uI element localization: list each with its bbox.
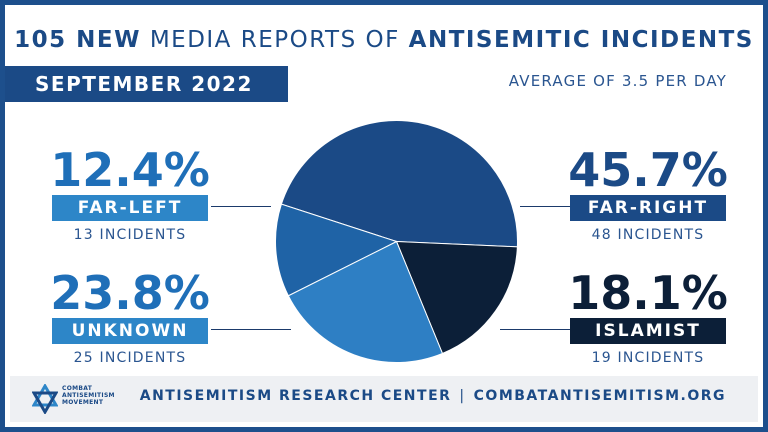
pie-slice-far-left — [275, 203, 398, 297]
logo-line-1: COMBAT — [62, 385, 93, 392]
leader-line-islamist — [500, 329, 570, 330]
headline: 105 NEW MEDIA REPORTS OF ANTISEMITIC INC… — [5, 27, 763, 53]
unknown-label: UNKNOWN — [52, 318, 208, 344]
islamist-percent: 18.1% — [568, 266, 728, 320]
headline-topic: ANTISEMITIC INCIDENTS — [408, 27, 754, 53]
far-right-label: FAR-RIGHT — [570, 195, 726, 221]
star-of-david-icon — [32, 384, 58, 414]
stat-far-left: 12.4% FAR-LEFT 13 INCIDENTS — [50, 145, 210, 243]
far-right-incidents: 48 INCIDENTS — [591, 227, 705, 243]
logo-line-3: MOVEMENT — [62, 399, 104, 406]
stat-islamist: 18.1% ISLAMIST 19 INCIDENTS — [568, 268, 728, 366]
headline-middle: MEDIA REPORTS OF — [149, 27, 400, 53]
pie-slice-unknown — [287, 240, 444, 363]
leader-line-unknown — [211, 329, 291, 330]
stat-unknown: 23.8% UNKNOWN 25 INCIDENTS — [50, 268, 210, 366]
far-left-incidents: 13 INCIDENTS — [73, 227, 187, 243]
footer-website-link[interactable]: COMBATANTISEMITISM.ORG — [473, 388, 726, 404]
stat-far-right: 45.7% FAR-RIGHT 48 INCIDENTS — [568, 145, 728, 243]
month-banner: SEPTEMBER 2022 — [5, 66, 288, 102]
headline-count: 105 NEW — [14, 27, 141, 53]
far-left-label: FAR-LEFT — [52, 195, 208, 221]
pie-slice-islamist — [395, 240, 518, 355]
unknown-incidents: 25 INCIDENTS — [73, 350, 187, 366]
unknown-percent: 23.8% — [50, 266, 210, 320]
footer-separator: | — [459, 388, 466, 404]
daily-average: AVERAGE OF 3.5 PER DAY — [508, 72, 727, 90]
islamist-incidents: 19 INCIDENTS — [591, 350, 705, 366]
combat-antisemitism-logo: COMBAT ANTISEMITISM MOVEMENT — [32, 382, 152, 416]
pie-chart — [275, 120, 518, 363]
logo-wordmark: COMBAT ANTISEMITISM MOVEMENT — [62, 385, 115, 406]
far-right-percent: 45.7% — [568, 143, 728, 197]
far-left-percent: 12.4% — [50, 143, 210, 197]
leader-line-far-left — [211, 206, 271, 207]
footer-credits: ANTISEMITISM RESEARCH CENTER | COMBATANTIS… — [140, 388, 726, 404]
footer-org-name: ANTISEMITISM RESEARCH CENTER — [139, 388, 452, 404]
logo-line-2: ANTISEMITISM — [62, 392, 115, 399]
islamist-label: ISLAMIST — [570, 318, 726, 344]
leader-line-far-right — [520, 206, 570, 207]
footer-bar: COMBAT ANTISEMITISM MOVEMENT ANTISEMITIS… — [10, 376, 758, 422]
pie-slice-far-right — [280, 120, 518, 248]
